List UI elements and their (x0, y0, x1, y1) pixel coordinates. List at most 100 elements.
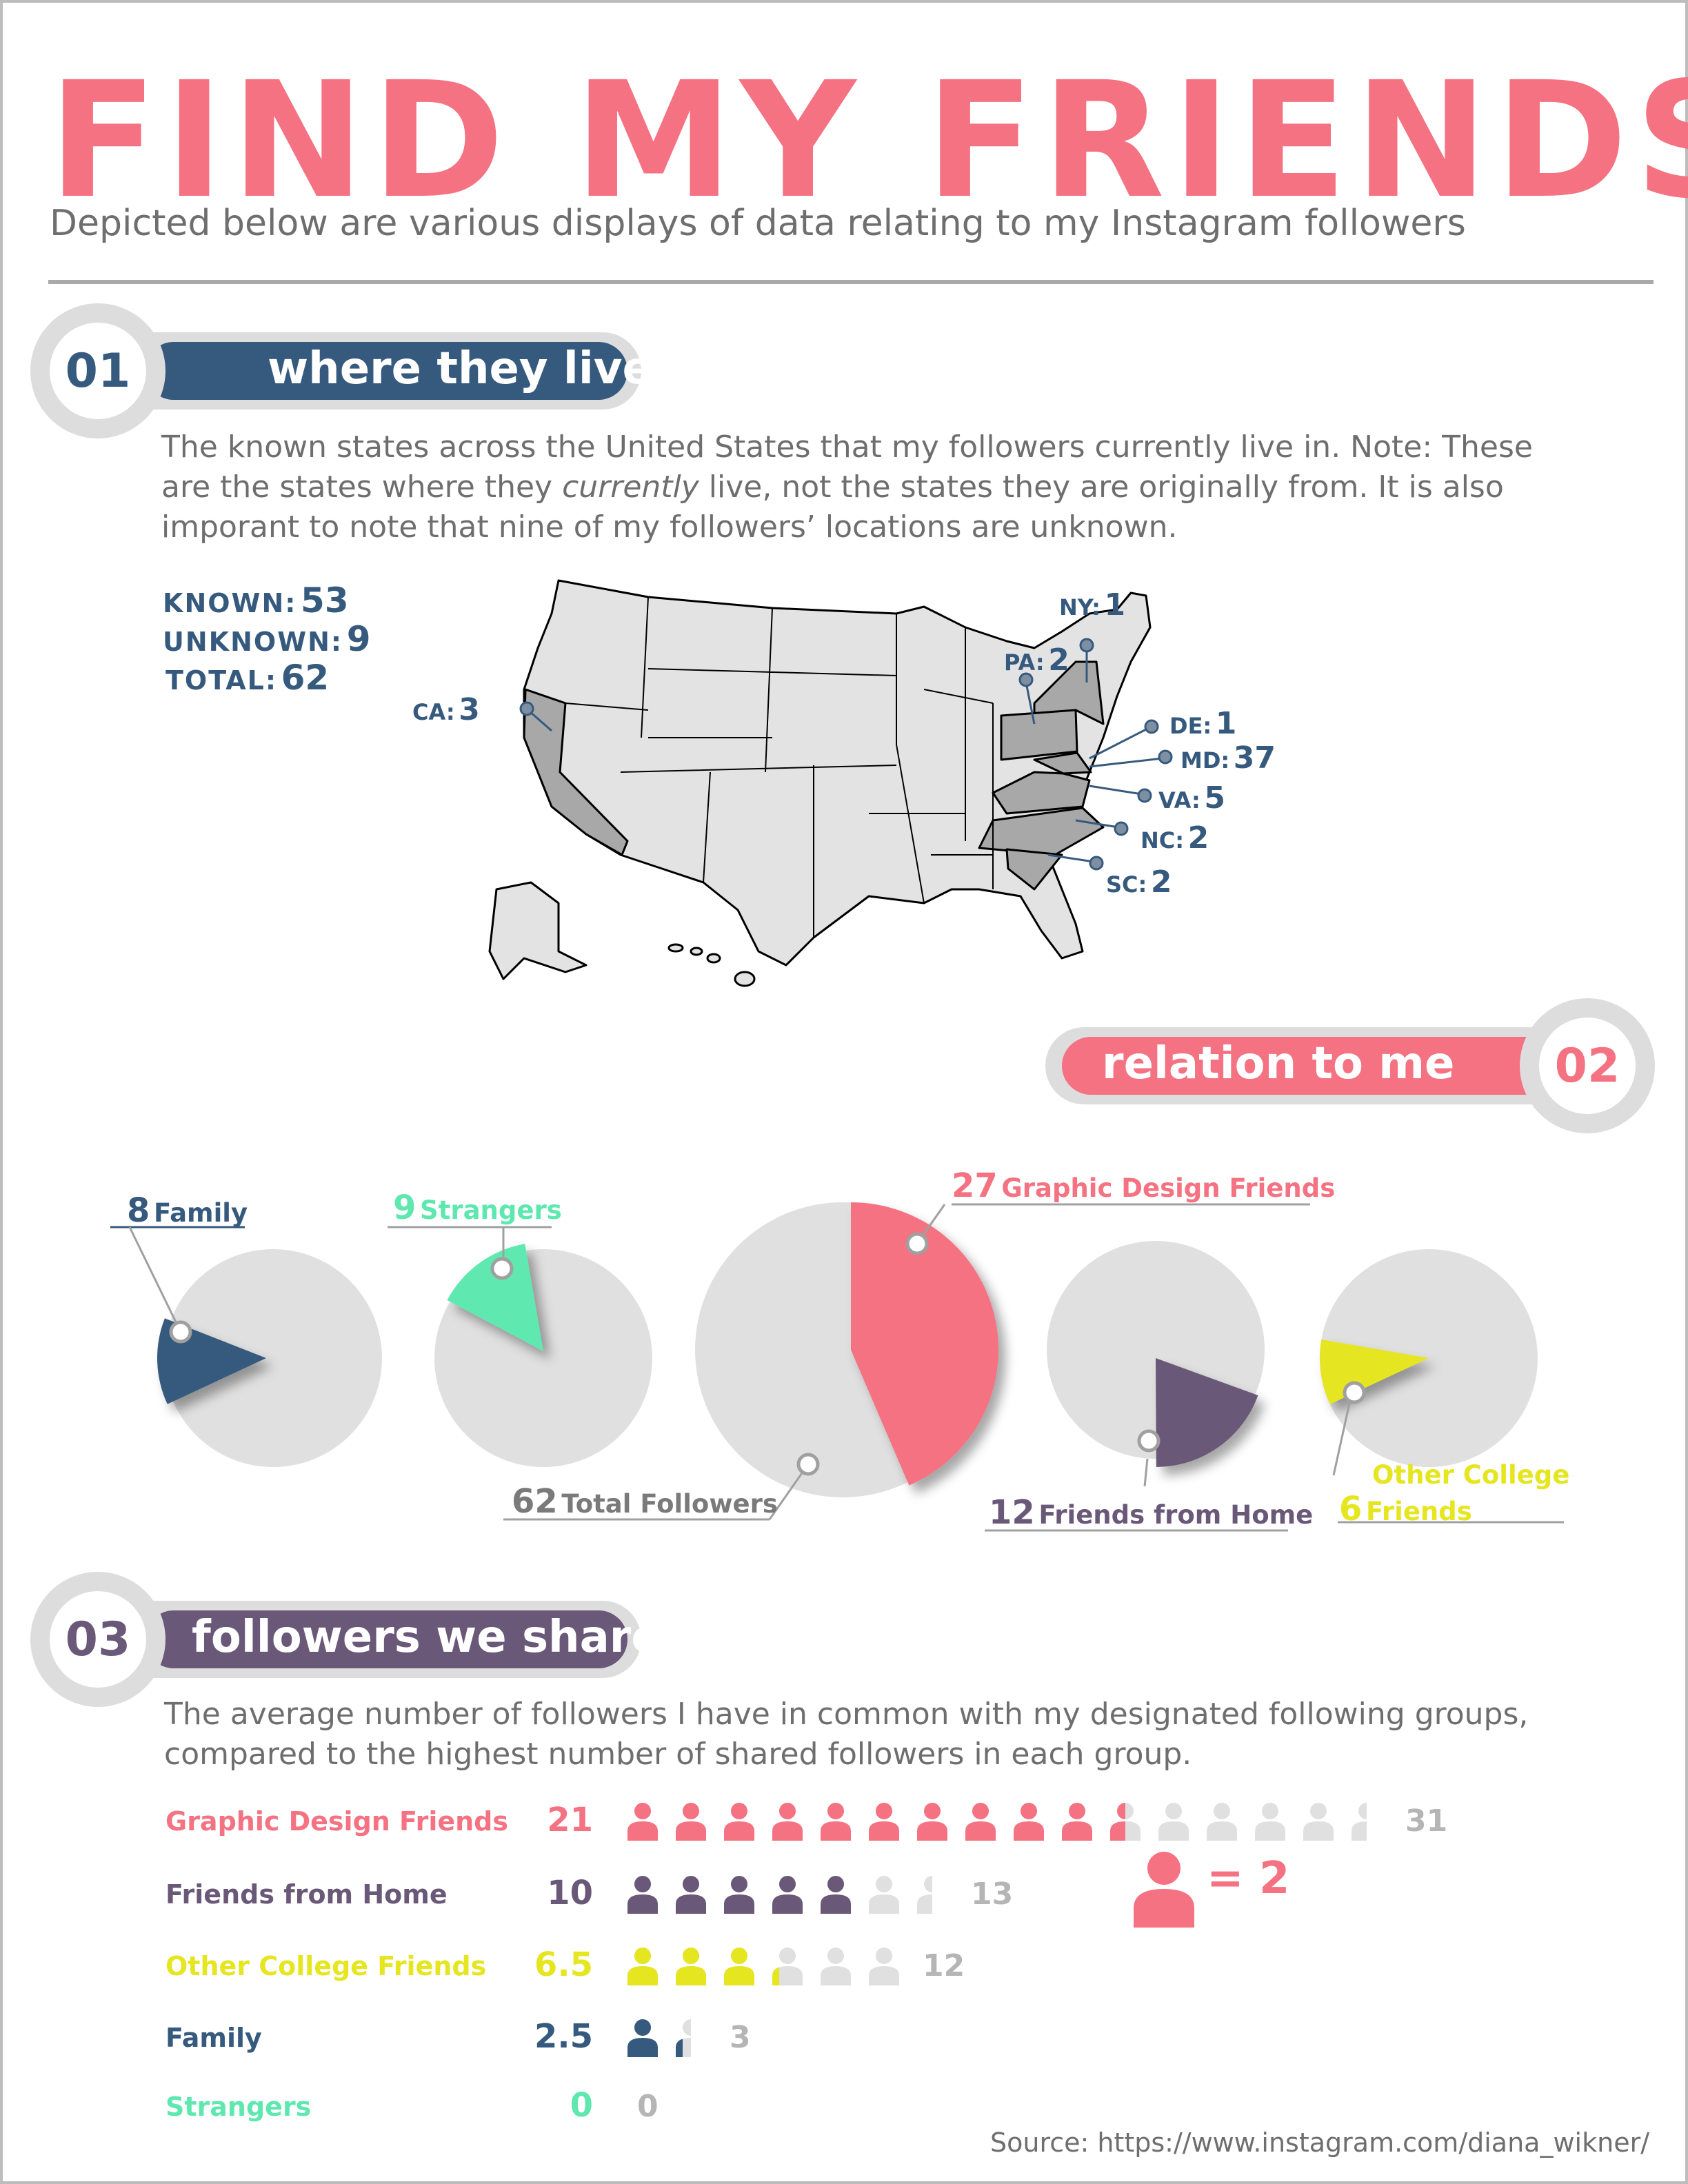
person-icon (676, 1948, 706, 1985)
section-03-bar (145, 1610, 627, 1668)
person-icon (1207, 1803, 1237, 1841)
person-icon (821, 1803, 851, 1841)
pie-label-strangers: 9 Strangers (393, 1189, 562, 1227)
person-icon (724, 1803, 754, 1841)
person-icon (917, 1876, 932, 1914)
pie-label-total: 62 Total Followers (512, 1482, 778, 1521)
person-icon (821, 1876, 851, 1914)
pie-value: 62 (512, 1482, 558, 1521)
person-icon (1303, 1803, 1334, 1841)
section-03-badge: 03 (30, 1572, 165, 1707)
pin-ca (519, 701, 534, 716)
pie-dot-home (1137, 1429, 1160, 1453)
person-icon (965, 1803, 996, 1841)
state-count: 2 (1048, 643, 1069, 678)
state-south-carolina (1005, 848, 1063, 891)
pie-value: 6 (1339, 1490, 1363, 1528)
state-abbr: DE: (1169, 713, 1212, 739)
person-icon (772, 1948, 803, 1985)
stat-unknown: UNKNOWN: 9 (163, 619, 371, 659)
person-icon (1255, 1803, 1285, 1841)
section-03-description: The average number of followers I have i… (164, 1695, 1612, 1775)
person-icon (917, 1803, 947, 1841)
pie-name: Graphic Design Friends (1001, 1173, 1336, 1203)
state-label-va: VA: 5 (1158, 780, 1225, 816)
person-icon (772, 1803, 803, 1841)
row-average: 2.5 (534, 2017, 593, 2056)
relation-pies (110, 1202, 1564, 1532)
person-icon (869, 1803, 899, 1841)
row-average: 6.5 (534, 1945, 593, 1984)
state-abbr: SC: (1106, 871, 1147, 898)
state-california (523, 688, 629, 856)
state-count: 2 (1150, 865, 1172, 900)
pie-value: 12 (989, 1493, 1035, 1532)
person-icon (1110, 1803, 1141, 1841)
row-maximum: 3 (730, 2020, 751, 2055)
state-virginia (992, 771, 1091, 815)
pie-label-college: Other College 6 Friends (1339, 1460, 1569, 1528)
header-divider (48, 280, 1654, 284)
state-count: 1 (1104, 587, 1126, 623)
stat-known-value: 53 (301, 580, 349, 620)
person-icon (627, 1803, 658, 1841)
state-label-pa: PA: 2 (1004, 643, 1069, 678)
section-01-number: 01 (50, 323, 146, 419)
person-icon (1062, 1803, 1092, 1841)
row-maximum: 12 (923, 1948, 965, 1983)
pin-sc (1089, 856, 1104, 871)
row-average: 0 (570, 2086, 593, 2125)
person-icon (627, 2019, 658, 2057)
stat-known-label: KNOWN: (163, 588, 297, 618)
pie-dot-graphic (905, 1232, 929, 1255)
pie-value: 8 (127, 1191, 150, 1230)
section-01-desc-line3: imporant to note that nine of my followe… (161, 509, 1178, 545)
row-average: 21 (547, 1801, 593, 1839)
section-02-title: relation to me (1102, 1038, 1455, 1089)
person-icon (724, 1948, 754, 1985)
state-label-ca: CA: 3 (412, 692, 480, 727)
pie-name: Strangers (419, 1195, 562, 1225)
state-label-nc: NC: 2 (1141, 820, 1209, 856)
state-hawaii (667, 943, 756, 987)
state-abbr: PA: (1004, 649, 1045, 676)
person-icon (1014, 1803, 1044, 1841)
person-icon (1158, 1803, 1189, 1841)
stat-total-value: 62 (281, 658, 330, 698)
person-icon (1352, 1803, 1367, 1841)
person-icon (869, 1876, 899, 1914)
pie-name: Friends (1365, 1497, 1472, 1526)
pin-pa (1018, 672, 1034, 687)
pin-md (1158, 749, 1173, 765)
state-north-carolina (978, 807, 1105, 856)
state-abbr: VA: (1158, 787, 1200, 813)
source-citation: Source: https://www.instagram.com/diana_… (989, 2127, 1649, 2158)
person-icon (676, 1876, 706, 1914)
row-maximum: 13 (971, 1877, 1014, 1912)
section-01-title: where they live (268, 343, 652, 394)
person-icon (821, 1948, 851, 1985)
section-03-desc-line2: compared to the highest number of shared… (164, 1737, 1192, 1772)
state-count: 2 (1187, 820, 1209, 856)
person-icon (676, 1803, 706, 1841)
stat-known: KNOWN: 53 (163, 580, 349, 620)
stat-unknown-label: UNKNOWN: (163, 627, 343, 657)
desc-text: live, not the states they are originally… (699, 469, 1504, 505)
pie-dot-total (796, 1453, 820, 1476)
person-icon (676, 2019, 691, 2057)
state-abbr: CA: (412, 699, 455, 725)
section-03-desc-line1: The average number of followers I have i… (164, 1697, 1529, 1732)
desc-text: are the states where they (161, 469, 563, 505)
pie-value: 9 (393, 1189, 416, 1227)
page-subtitle: Depicted below are various displays of d… (50, 203, 1466, 244)
pie-label-home: 12 Friends from Home (989, 1493, 1313, 1532)
state-count: 1 (1215, 706, 1237, 741)
pie-name: Total Followers (561, 1489, 778, 1519)
pie-background-0 (164, 1249, 382, 1467)
section-03-title: followers we share (192, 1612, 661, 1663)
legend-text: = 2 (1207, 1853, 1290, 1904)
pie-name: Other College (1372, 1460, 1570, 1490)
section-03-number: 03 (50, 1591, 146, 1688)
state-label-sc: SC: 2 (1106, 865, 1172, 900)
state-count: 37 (1233, 740, 1276, 776)
